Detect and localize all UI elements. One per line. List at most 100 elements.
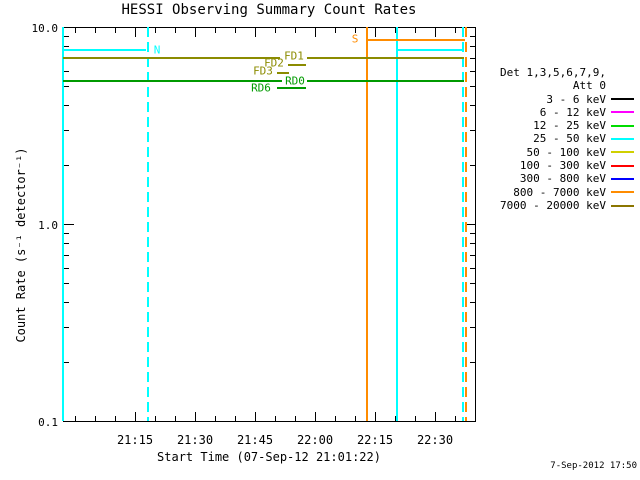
x-tick-label: 21:45 [236,433,274,447]
y-minor-tick [64,327,69,328]
x-minor-tick [235,416,236,421]
x-tick-label: 22:30 [416,433,454,447]
flag-line-n [397,49,464,52]
x-minor-tick [415,416,416,421]
x-minor-tick-top [235,28,236,33]
x-minor-tick [335,416,336,421]
y-major-tick [64,421,74,422]
x-minor-tick-top [215,28,216,33]
y-minor-tick [64,105,69,107]
y-major-tick [64,224,74,225]
y-minor-tick-right [470,361,475,363]
legend-detector-list: Det 1,3,5,6,7,9, [500,66,606,79]
legend-item-label: 300 - 800 keV [519,172,606,186]
y-minor-tick [64,70,69,72]
y-minor-tick [64,283,69,285]
legend-line-sample [611,177,634,180]
x-major-tick [315,412,316,421]
x-minor-tick [175,416,176,421]
x-tick-label: 21:15 [116,433,154,447]
legend-item-label: 7000 - 20000 keV [500,199,606,213]
x-minor-tick-top [335,28,336,33]
x-tick-label: 22:15 [356,433,394,447]
y-major-tick-right [465,224,475,225]
y-minor-tick-right [470,164,475,166]
y-minor-tick-right [470,243,475,245]
legend-line-sample [611,124,634,127]
x-minor-tick [155,416,156,421]
y-minor-tick-right [470,267,475,269]
y-minor-tick [64,361,69,363]
x-minor-tick-top [75,28,76,33]
cyan-solid-event-line [62,27,64,421]
y-major-tick-right [465,27,475,28]
x-major-tick [255,412,256,421]
flag-line-rd6 [277,87,306,90]
flag-line-fd2 [288,63,306,66]
flag-line-fd3 [277,71,289,74]
x-major-tick [435,412,436,421]
x-major-tick-top [435,28,436,37]
legend-line-sample [611,98,634,100]
flag-label-fd2: FD2 [264,56,284,70]
x-minor-tick-top [175,28,176,33]
x-minor-tick-top [355,28,356,33]
y-major-tick [64,27,74,28]
legend-attenuator-state: Att 0 [572,79,606,92]
y-minor-tick [64,233,69,234]
y-minor-tick [64,46,69,48]
y-minor-tick-right [470,283,475,285]
x-major-tick-top [375,28,376,37]
x-major-tick-top [255,28,256,37]
x-minor-tick [75,416,76,421]
x-minor-tick-top [155,28,156,33]
x-minor-tick [215,416,216,421]
x-axis-title: Start Time (07-Sep-12 21:01:22) [157,450,381,464]
x-minor-tick [115,416,116,421]
legend-item-label: 12 - 25 keV [533,119,606,133]
cyan-dashed-event-line [462,27,464,421]
creation-timestamp: 7-Sep-2012 17:50 [550,461,637,471]
y-tick-label: 10.0 [31,22,59,35]
cyan-dashed-event-line [147,27,149,421]
plot-title: HESSI Observing Summary Count Rates [121,2,417,18]
orange-solid-event-line [366,27,368,421]
flag-label-rd6: RD6 [251,81,271,95]
x-minor-tick [455,416,456,421]
y-minor-tick-right [470,302,475,304]
x-minor-tick [95,416,96,421]
flag-label-s: S [351,32,359,46]
orange-dashed-event-line [465,27,467,421]
flag-label-fd1: FD1 [284,49,304,63]
y-major-tick-right [465,421,475,422]
x-major-tick-top [135,28,136,37]
flag-line-n [63,49,146,52]
legend-line-sample [611,164,634,167]
y-minor-tick-right [470,70,475,72]
y-minor-tick [64,130,69,131]
x-major-tick [375,412,376,421]
flag-label-fd3: FD3 [253,64,273,78]
y-minor-tick-right [470,254,475,256]
y-minor-tick [64,267,69,269]
legend-item-label: 800 - 7000 keV [513,185,606,199]
legend-item-label: 50 - 100 keV [526,145,606,159]
legend-item-label: 100 - 300 keV [519,159,606,173]
flag-line-s [367,38,465,41]
legend-item-label: 3 - 6 keV [546,92,606,106]
x-major-tick [195,412,196,421]
y-minor-tick-right [470,105,475,107]
flag-label-rd0: RD0 [285,74,305,87]
y-minor-tick [64,36,69,37]
x-minor-tick-top [395,28,396,33]
y-tick-label: 1.0 [38,219,58,232]
y-axis-right [475,27,476,422]
x-minor-tick-top [455,28,456,33]
legend-item-label: 6 - 12 keV [539,105,606,119]
x-major-tick-top [315,28,316,37]
y-minor-tick-right [470,36,475,37]
x-tick-label: 21:30 [176,433,214,447]
flag-line-fd1 [307,56,464,59]
